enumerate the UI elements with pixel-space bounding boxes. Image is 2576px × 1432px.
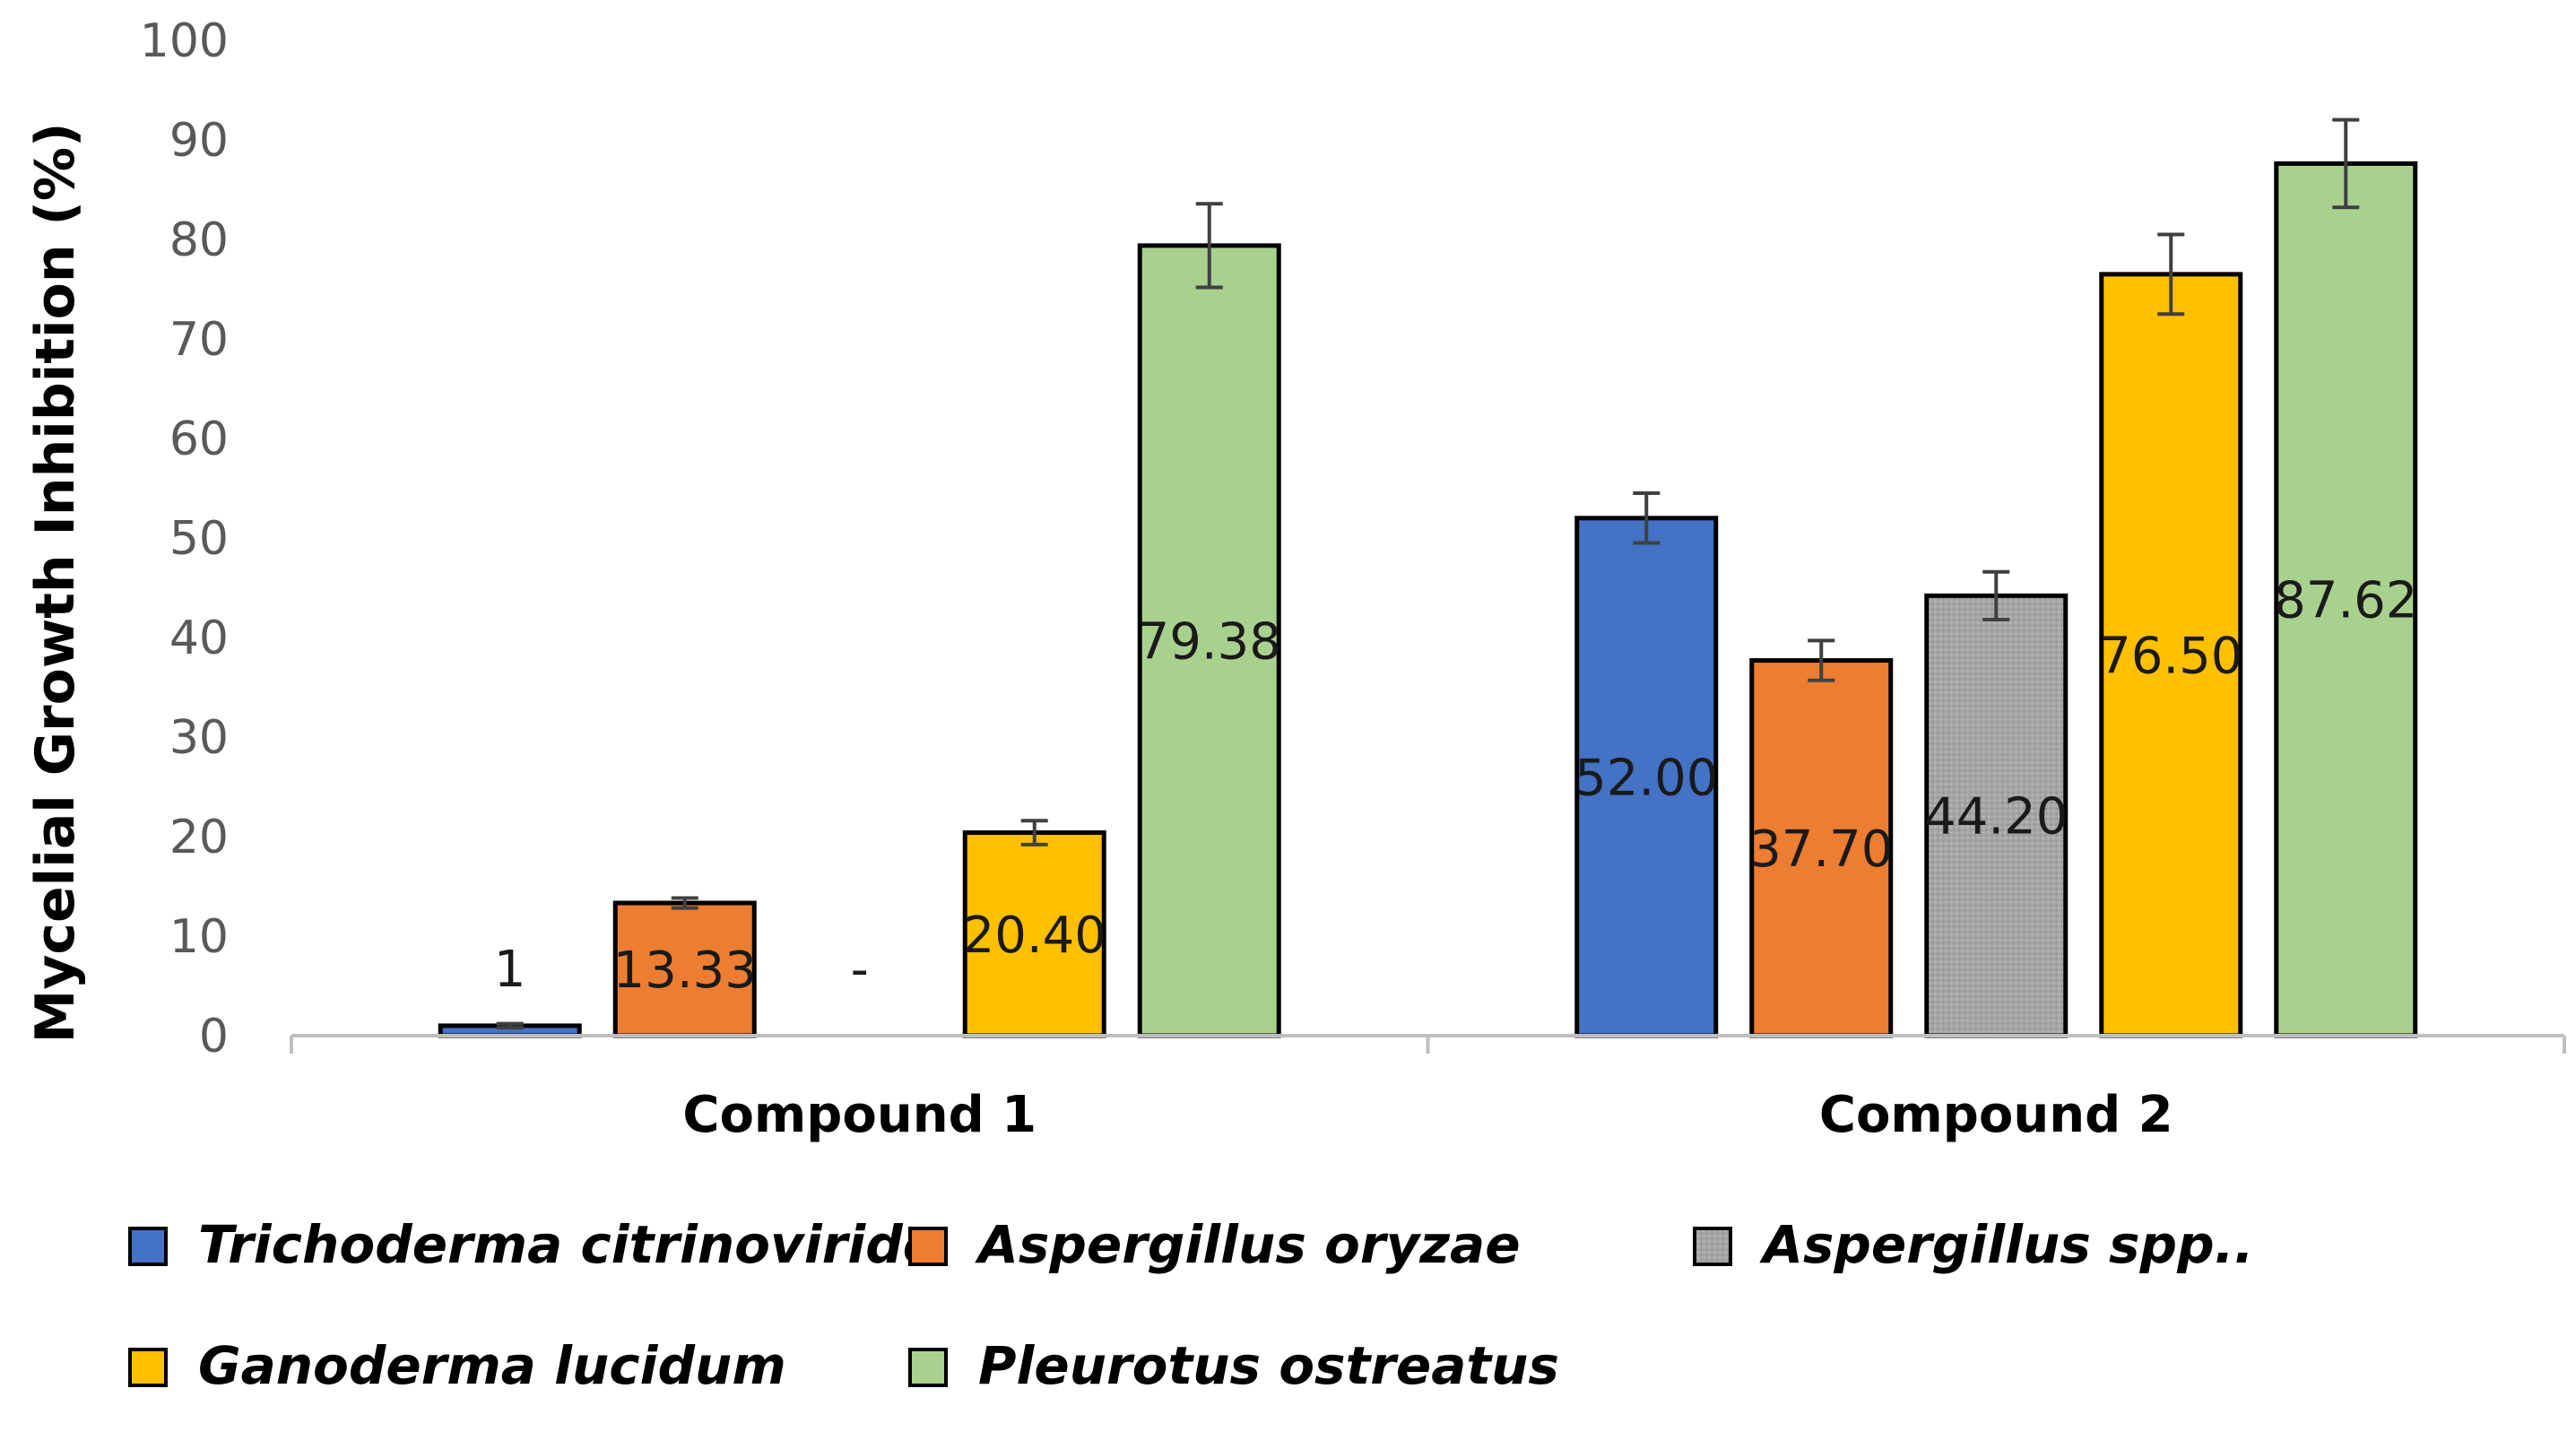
- data-label: 44.20: [1924, 788, 2068, 846]
- legend-label: Ganoderma lucidum: [198, 1335, 786, 1396]
- error-bar: [1195, 202, 1223, 290]
- y-tick-label: 30: [169, 711, 229, 765]
- y-tick-label: 10: [169, 910, 229, 964]
- legend-label: Aspergillus spp..: [1759, 1214, 2254, 1275]
- legend-item: Pleurotus ostreatus: [908, 1335, 1559, 1396]
- data-label: 37.70: [1749, 820, 1893, 879]
- data-labels: 1 13.33 - 20.40 79.38 52.00 37.70 44.20 76.50 87.…: [494, 572, 2417, 1000]
- legend-label: Trichoderma citrinoviride: [198, 1214, 938, 1275]
- data-label: 1: [494, 941, 526, 999]
- legend-label: Aspergillus oryzae: [975, 1214, 1521, 1275]
- legend-swatch: [1693, 1227, 1732, 1266]
- bar: [2274, 161, 2418, 1038]
- y-tick-label: 0: [199, 1010, 229, 1063]
- bar: [1924, 593, 2069, 1038]
- y-tick-label: 40: [169, 612, 229, 665]
- y-axis-ticks: 0 10 20 30 40 50 60 70 80 90 100: [140, 14, 229, 1063]
- data-label: -: [851, 941, 869, 999]
- y-tick-label: 60: [169, 412, 229, 466]
- bars: [438, 161, 2418, 1038]
- data-label: 79.38: [1138, 612, 1281, 671]
- legend-item: Aspergillus spp..: [1693, 1214, 2254, 1275]
- legend-swatch: [128, 1348, 168, 1387]
- y-tick-label: 100: [140, 14, 229, 68]
- data-label: 87.62: [2274, 572, 2417, 630]
- y-axis-label: Mycelial Growth Inhibition (%): [24, 123, 87, 1044]
- y-tick-label: 90: [169, 114, 229, 168]
- data-label: 20.40: [963, 907, 1106, 965]
- y-tick-label: 50: [169, 512, 229, 566]
- x-category-label: Compound 1: [682, 1086, 1036, 1144]
- bar: [2099, 272, 2243, 1038]
- x-category-label: Compound 2: [1819, 1086, 2173, 1144]
- error-bar: [2332, 117, 2360, 210]
- legend-item: Aspergillus oryzae: [908, 1214, 1521, 1275]
- y-tick-label: 80: [169, 213, 229, 267]
- x-axis: [290, 1034, 2566, 1054]
- error-bar: [1633, 491, 1661, 545]
- error-bar: [671, 896, 698, 910]
- data-label: 52.00: [1574, 749, 1718, 807]
- bar: [1574, 516, 1719, 1038]
- legend-swatch: [908, 1348, 948, 1387]
- legend-swatch: [908, 1227, 948, 1266]
- legend-item: Ganoderma lucidum: [128, 1335, 786, 1396]
- bar: [1137, 243, 1281, 1038]
- data-label: 13.33: [613, 942, 757, 1000]
- legend-item: Trichoderma citrinoviride: [128, 1214, 938, 1275]
- error-bars: [496, 117, 2360, 1030]
- legend: Trichoderma citrinoviride Aspergillus ory…: [128, 1214, 2254, 1396]
- error-bar: [1808, 638, 1835, 682]
- error-bar: [1020, 819, 1048, 846]
- error-bar: [2157, 232, 2185, 317]
- legend-label: Pleurotus ostreatus: [978, 1335, 1559, 1396]
- x-axis-categories: Compound 1 Compound 2: [682, 1086, 2173, 1144]
- legend-swatch: [128, 1227, 168, 1266]
- y-tick-label: 70: [169, 313, 229, 367]
- error-bar: [1982, 569, 2010, 622]
- error-bar: [496, 1021, 524, 1030]
- data-label: 76.50: [2099, 627, 2242, 685]
- y-tick-label: 20: [169, 811, 229, 864]
